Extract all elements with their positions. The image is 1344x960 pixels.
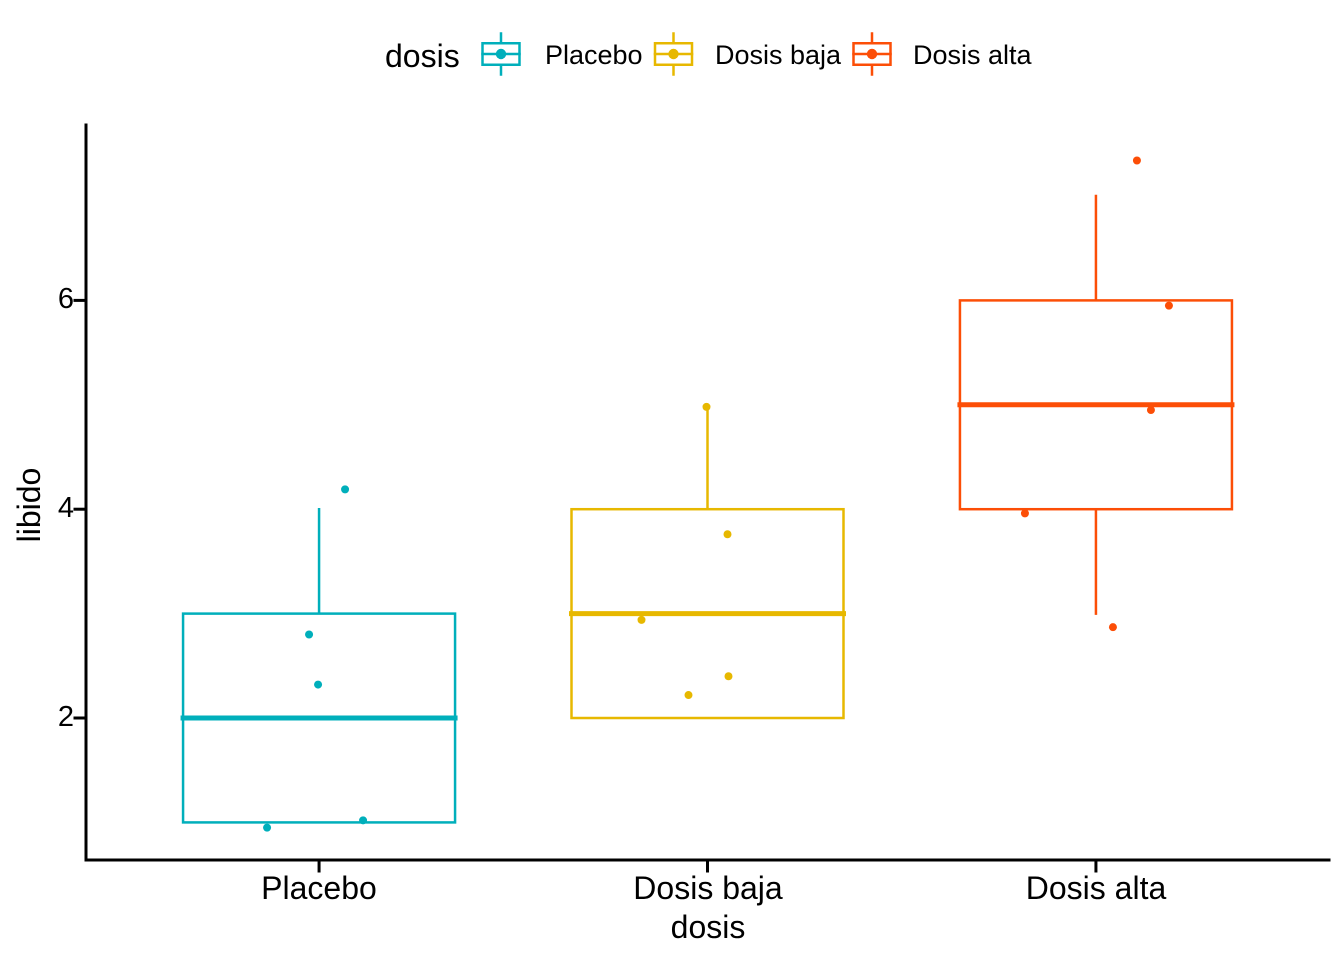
data-point [1020, 509, 1029, 518]
x-tick-label-dosis-baja: Dosis baja [633, 870, 783, 906]
legend-label-placebo: Placebo [545, 40, 643, 70]
legend-key-point [866, 48, 878, 60]
data-point [1146, 406, 1155, 415]
x-tick-label-dosis-alta: Dosis alta [1025, 870, 1167, 906]
data-point [359, 816, 368, 825]
legend-title: dosis [385, 38, 460, 74]
legend-key-point [668, 48, 679, 60]
data-point [341, 485, 350, 494]
y-axis-title: libido [11, 467, 47, 543]
data-point [1164, 301, 1173, 310]
y-tick-label-4: 4 [57, 492, 74, 524]
legend-key-point [495, 48, 507, 60]
data-point [723, 530, 732, 539]
legend-label-dosis-alta: Dosis alta [913, 40, 1032, 70]
data-point [263, 823, 272, 832]
x-axis-title: dosis [670, 909, 746, 945]
x-tick-label-placebo: Placebo [261, 870, 377, 906]
data-point [314, 680, 323, 689]
data-point [1108, 623, 1117, 632]
data-point [684, 691, 693, 700]
y-tick-label-2: 2 [57, 701, 74, 733]
data-point [702, 402, 711, 411]
data-point [724, 672, 733, 681]
data-point [1132, 156, 1141, 165]
data-point [305, 630, 314, 639]
legend-label-dosis-baja: Dosis baja [715, 40, 842, 70]
data-point [637, 615, 646, 624]
y-tick-label-6: 6 [57, 283, 74, 315]
